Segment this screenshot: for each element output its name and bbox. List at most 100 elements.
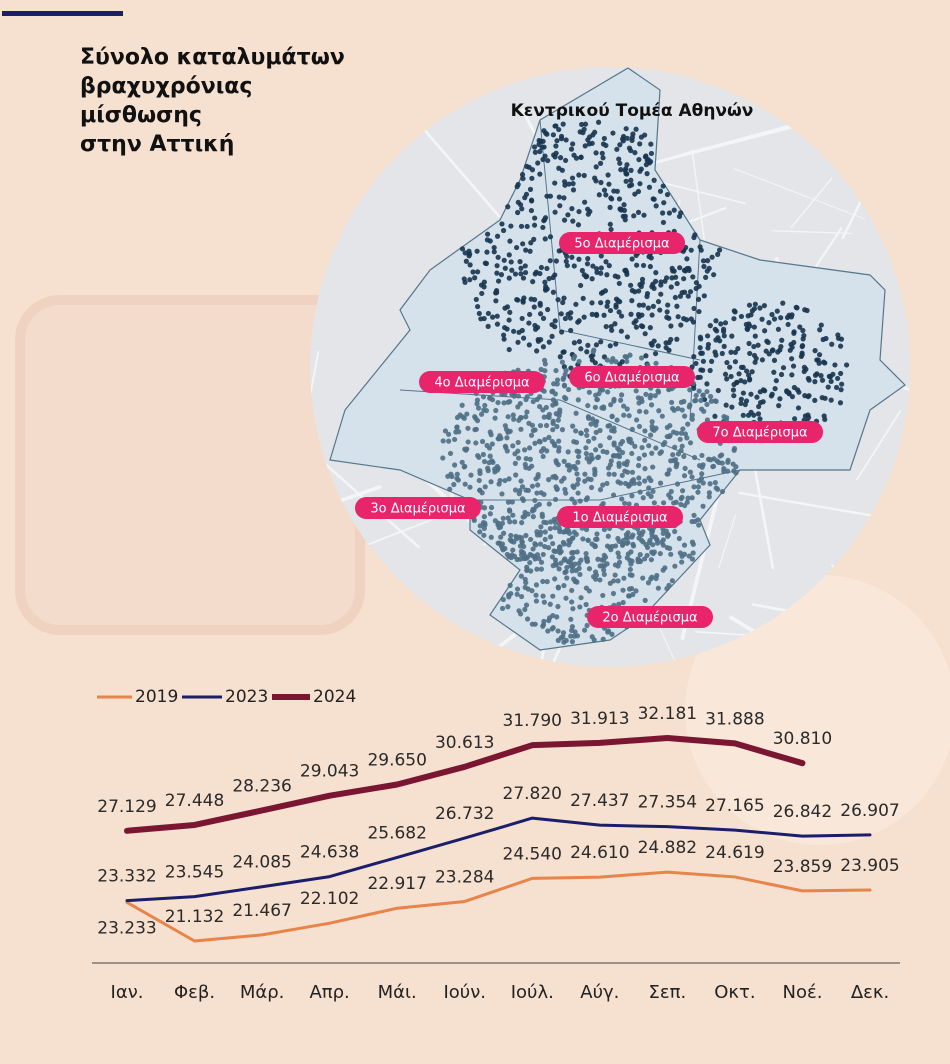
listing-dot [779, 337, 785, 343]
listing-dot [584, 261, 591, 267]
listing-dot [745, 313, 751, 319]
listing-dot [613, 359, 619, 365]
series-line [124, 735, 806, 834]
listing-dot [549, 322, 555, 328]
listing-dot [479, 290, 485, 297]
listing-dot [459, 246, 466, 252]
listing-dot [719, 488, 726, 495]
listing-dot [502, 423, 508, 429]
listing-dot [537, 403, 543, 410]
listing-dot [569, 175, 576, 181]
listing-dot [828, 397, 834, 403]
listing-dot [577, 604, 583, 610]
road [352, 671, 493, 674]
listing-dot [640, 302, 647, 308]
listing-dot [566, 467, 572, 473]
listing-dot [546, 477, 552, 483]
listing-dot [603, 142, 609, 149]
listing-dot [624, 358, 630, 365]
listing-dot [561, 349, 567, 355]
listing-dot [481, 505, 488, 511]
listing-dot [497, 477, 503, 484]
listing-dot [494, 270, 500, 276]
listing-dot [772, 386, 778, 392]
listing-dot [573, 155, 580, 161]
listing-dot [681, 276, 687, 282]
listing-dot [672, 528, 678, 535]
listing-dot [485, 465, 491, 471]
listing-dot [654, 572, 660, 579]
listing-dot [484, 442, 490, 449]
listing-dot [615, 550, 621, 556]
listing-dot [508, 538, 515, 544]
listing-dot [482, 484, 488, 490]
listing-dot [687, 469, 694, 475]
listing-dot [519, 315, 525, 322]
title-line: μίσθωσης [80, 103, 202, 128]
listing-dot [611, 396, 617, 402]
listing-dot [601, 557, 607, 563]
listing-dot [606, 544, 613, 550]
listing-dot [532, 271, 538, 277]
listing-dot [552, 272, 558, 278]
listing-dot [517, 556, 523, 562]
listing-dot [556, 438, 562, 444]
listing-dot [666, 339, 672, 346]
listing-dot [697, 244, 703, 250]
road [790, 177, 833, 229]
listing-dot [684, 435, 690, 441]
listing-dot [624, 540, 630, 546]
listing-dot [619, 359, 625, 365]
listing-dot [642, 478, 648, 484]
listing-dot [499, 605, 506, 612]
listing-dot [682, 268, 688, 274]
listing-dot [550, 540, 556, 547]
district-label: 4ο Διαμέρισμα [434, 376, 529, 391]
listing-dot [542, 279, 548, 285]
listing-dot [569, 639, 575, 645]
listing-dot [626, 501, 632, 507]
listing-dot [597, 160, 604, 166]
listing-dot [569, 254, 575, 260]
value-label: 26.732 [435, 804, 494, 824]
listing-dot [759, 316, 765, 322]
listing-dot [553, 367, 559, 374]
listing-dot [538, 566, 544, 572]
listing-dot [527, 311, 533, 318]
listing-dot [487, 511, 493, 517]
listing-dot [481, 514, 487, 520]
listing-dot [644, 293, 650, 300]
listing-dot [588, 476, 594, 483]
listing-dot [520, 275, 527, 281]
listing-dot [682, 431, 689, 437]
listing-dot [647, 325, 653, 331]
listing-dot [526, 320, 532, 326]
listing-dot [574, 579, 580, 585]
listing-dot [647, 395, 653, 401]
listing-dot [715, 251, 721, 257]
listing-dot [653, 445, 659, 451]
listing-dot [749, 369, 755, 375]
listing-dot [542, 368, 548, 374]
listing-dot [671, 457, 677, 464]
listing-dot [585, 342, 591, 348]
listing-dot [540, 315, 547, 321]
listing-dot [839, 381, 845, 387]
listing-dot [666, 210, 673, 216]
listing-dot [573, 428, 579, 434]
listing-dot [601, 187, 608, 193]
x-tick-label: Μάρ. [240, 982, 285, 1003]
listing-dot [628, 282, 634, 288]
listing-dot [541, 388, 547, 394]
listing-dot [590, 263, 596, 269]
listing-dot [545, 157, 551, 164]
listing-dot [679, 553, 685, 559]
listing-dot [535, 160, 541, 166]
listing-dot [613, 341, 619, 347]
listing-dot [569, 599, 575, 605]
listing-dot [508, 532, 514, 539]
listing-dot [593, 150, 599, 156]
listing-dot [552, 209, 558, 215]
title-line: στην Αττική [80, 132, 234, 157]
listing-dot [510, 547, 516, 553]
